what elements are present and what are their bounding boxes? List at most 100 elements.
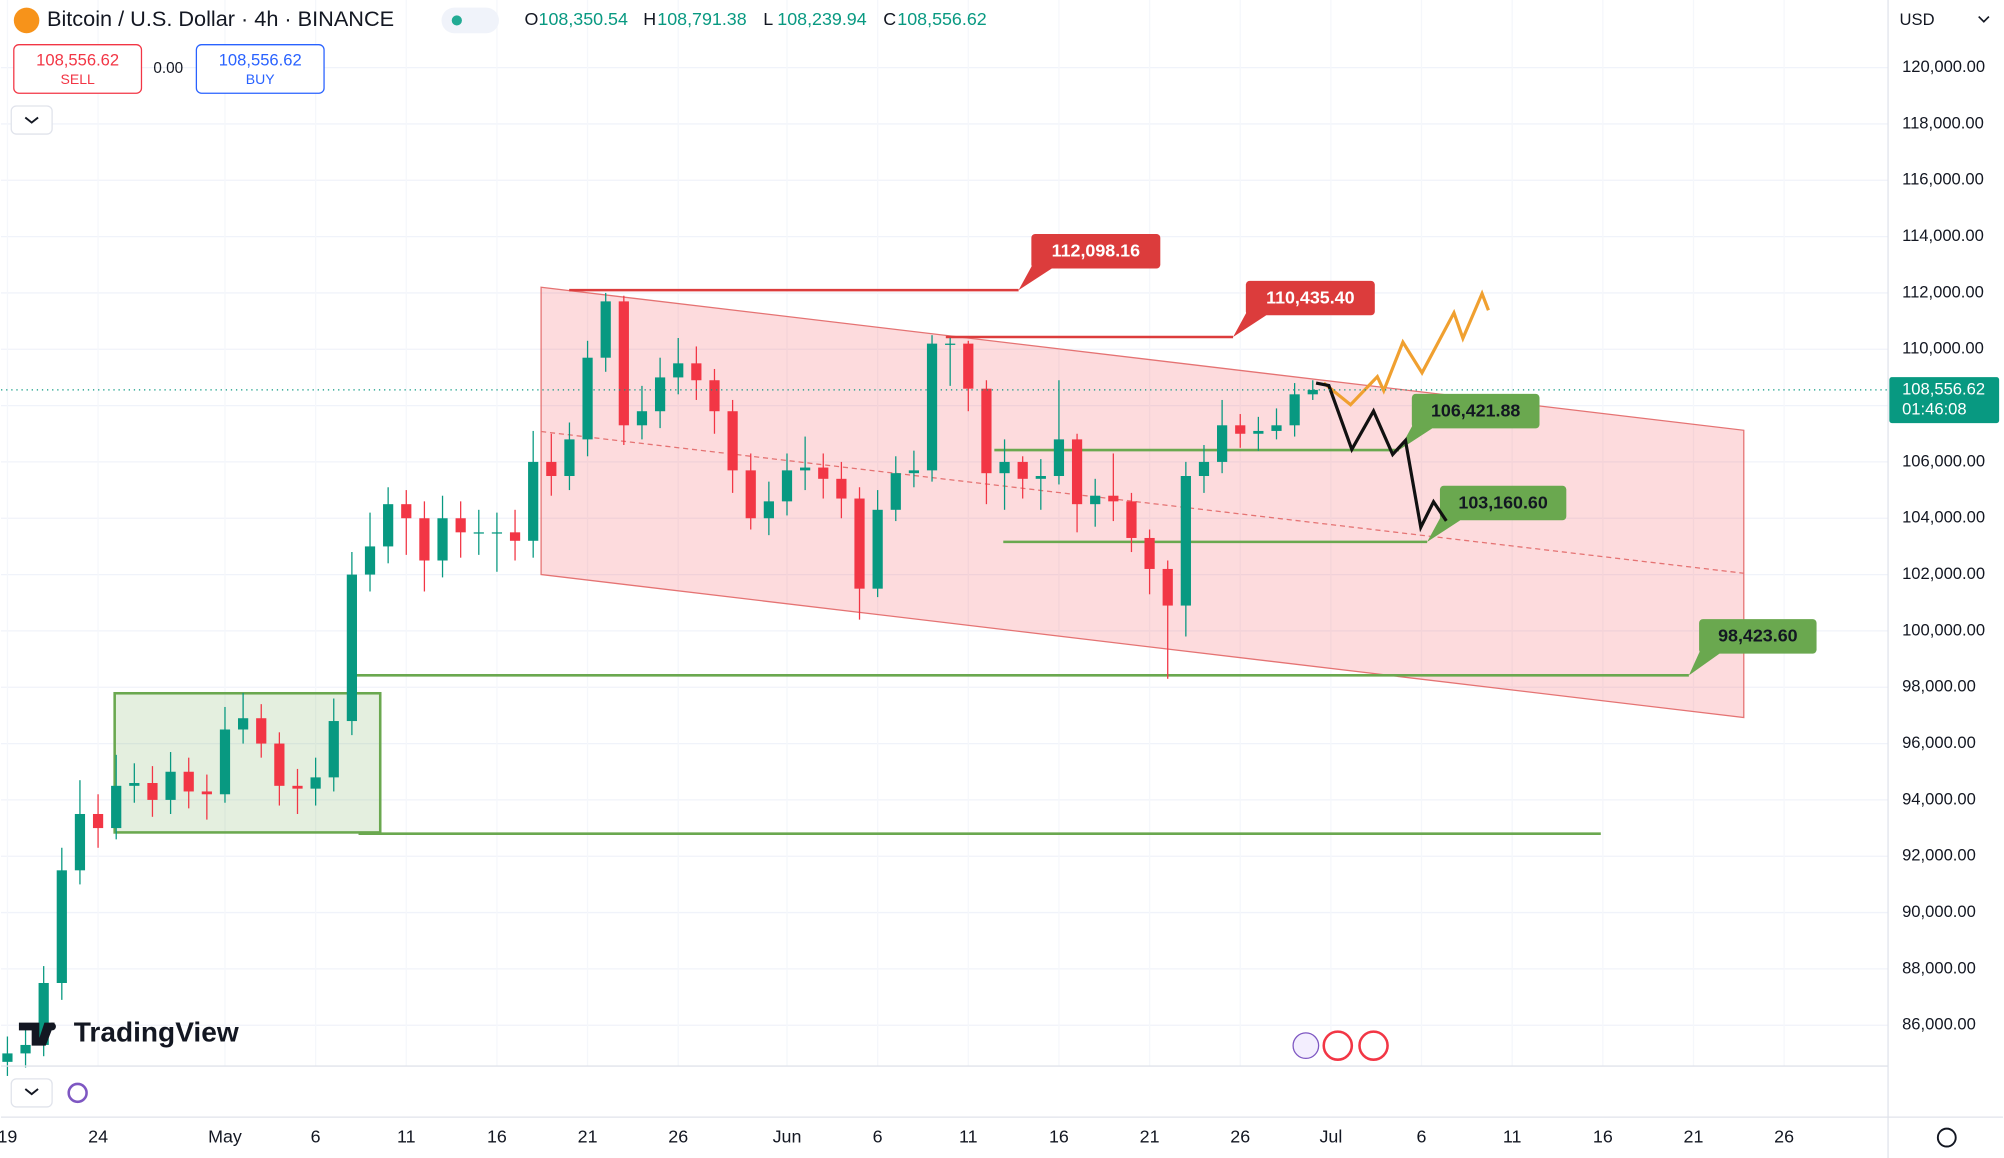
y-tick-label: 96,000.00 — [1902, 733, 1976, 752]
x-tick-label: 6 — [873, 1126, 883, 1146]
status-pill[interactable] — [441, 7, 499, 34]
candle-body — [147, 783, 158, 800]
spread: 0.00 — [153, 60, 183, 77]
event-icon[interactable] — [1322, 1030, 1354, 1061]
x-tick-label: 6 — [1417, 1126, 1427, 1146]
chevron — [1978, 16, 1990, 23]
y-tick-label: 120,000.00 — [1902, 57, 1985, 76]
ohlc-value: 108,239.94 — [777, 9, 866, 29]
sell-button[interactable] — [13, 44, 143, 94]
currency: USD — [1900, 10, 1935, 29]
candle-body — [256, 718, 267, 744]
candle-body — [818, 467, 829, 479]
candle-body — [56, 870, 67, 983]
x-tick-label: 19 — [0, 1126, 17, 1146]
x-tick-label: 26 — [668, 1126, 688, 1146]
x-tick-label: 11 — [1503, 1126, 1522, 1146]
event-icon[interactable] — [1292, 1032, 1320, 1060]
last-price-label: 108,556.62 — [1902, 379, 1985, 398]
candle-body — [564, 439, 575, 477]
y-tick-label: 90,000.00 — [1902, 902, 1976, 921]
candle-body — [1126, 501, 1137, 538]
candle-body — [781, 470, 793, 502]
toggle-button[interactable] — [10, 1078, 53, 1108]
coin-icon — [13, 7, 40, 34]
grid — [1, 0, 1889, 1067]
collapse-button[interactable] — [10, 105, 53, 135]
candle-body — [1090, 495, 1101, 505]
level-label: 103,160.60 — [1458, 492, 1547, 512]
candle-body — [328, 721, 339, 778]
last-price-badge — [1889, 377, 2000, 424]
candle-body — [709, 380, 720, 412]
label-pointer — [1688, 647, 1720, 676]
candle-body — [1017, 461, 1028, 479]
candle-body — [38, 982, 49, 1045]
candle-body — [383, 504, 394, 547]
candle-body — [872, 509, 883, 589]
candle-body — [890, 473, 901, 510]
ohlc-key: O — [525, 9, 539, 29]
settings-icon[interactable] — [1936, 1127, 1957, 1148]
ohlc-key: C — [883, 9, 896, 29]
candle-body — [546, 461, 557, 477]
axes: 86,000.00 88,000.00 90,000.00 92,000.00 94,0… — [0, 57, 2000, 1146]
candle-body — [183, 771, 194, 792]
level-label-box — [1031, 233, 1161, 269]
candle-body — [491, 532, 503, 534]
ohlc-value: 108,791.38 — [657, 9, 746, 29]
y-tick-label: 86,000.00 — [1902, 1015, 1976, 1034]
candle-body — [1217, 425, 1228, 462]
level-label: 112,098.16 — [1052, 241, 1140, 261]
label-pointer — [1427, 513, 1461, 542]
x-tick-label: 16 — [487, 1126, 507, 1146]
candle-body — [908, 470, 920, 474]
level-label-box — [1439, 485, 1567, 521]
y-tick-label: 100,000.00 — [1902, 620, 1985, 639]
candle-body — [926, 343, 938, 471]
sell-price: 108,556.62 — [36, 51, 119, 70]
candle-body — [274, 743, 285, 786]
x-tick-label: 16 — [1049, 1126, 1069, 1146]
sell-label: SELL — [60, 71, 95, 87]
candle-body — [419, 518, 430, 561]
candle-body — [238, 718, 249, 730]
logo-mark — [18, 1022, 55, 1046]
x-tick-label: 6 — [311, 1126, 321, 1146]
candle-body — [364, 546, 376, 575]
bullish-path — [1322, 289, 1490, 407]
y-tick-label: 104,000.00 — [1902, 508, 1985, 527]
label-pointer — [1018, 262, 1052, 291]
candle-body — [219, 729, 231, 795]
ohlc: O 108,350.54 H 108,791.38 L 108,239.94 C 108,55… — [525, 9, 987, 29]
y-tick-label: 98,000.00 — [1902, 677, 1976, 696]
y-tick-label: 114,000.00 — [1902, 226, 1984, 245]
buy-button[interactable] — [195, 44, 325, 94]
candle-body — [292, 785, 303, 789]
y-tick-label: 106,000.00 — [1902, 451, 1985, 470]
candle-body — [691, 363, 702, 381]
candle-body — [618, 301, 629, 426]
currency-select[interactable] — [1890, 5, 1998, 36]
candle-body — [528, 461, 539, 541]
candle-body — [763, 501, 774, 519]
status-dot — [451, 15, 462, 26]
candle-body — [201, 791, 212, 795]
candle-body — [1253, 430, 1264, 434]
candle-body — [129, 783, 140, 786]
candle-body — [1235, 425, 1246, 434]
replay-icon[interactable] — [67, 1082, 88, 1104]
x-tick-label: 11 — [397, 1126, 416, 1146]
level-label-box — [1699, 619, 1817, 654]
event-icon[interactable] — [1358, 1030, 1389, 1061]
logo-mark — [48, 1022, 56, 1031]
candle-body — [455, 518, 466, 533]
candle-body — [673, 363, 684, 378]
candle-body — [74, 813, 86, 871]
candle-body — [92, 813, 104, 829]
x-tick-label: 21 — [1140, 1126, 1160, 1146]
y-tick-label: 94,000.00 — [1902, 789, 1976, 808]
candle-body — [310, 777, 321, 789]
candle-body — [1035, 476, 1046, 479]
y-tick-label: 88,000.00 — [1902, 958, 1976, 977]
